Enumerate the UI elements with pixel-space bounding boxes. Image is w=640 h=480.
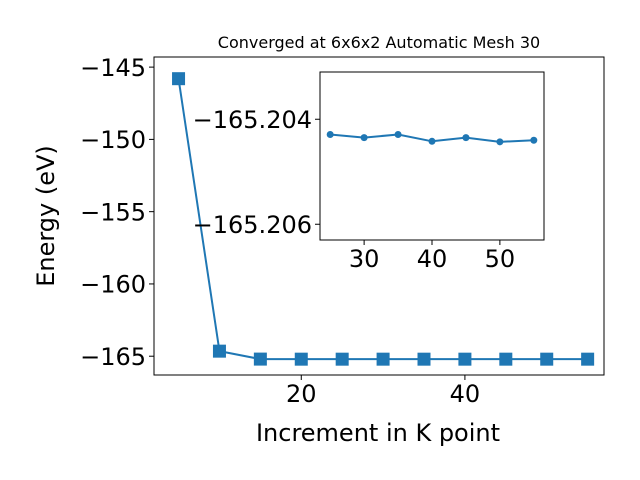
main-data-point: [376, 352, 390, 366]
main-data-point: [172, 72, 186, 86]
main-y-tick-label: −150: [80, 126, 146, 154]
main-x-ticks: 20 40: [286, 375, 480, 408]
main-y-tick-label: −165: [80, 343, 146, 371]
inset-data-point: [428, 137, 436, 145]
main-data-point: [540, 352, 554, 366]
main-data-point: [212, 344, 226, 358]
inset-x-ticks: 30 40 50: [349, 240, 515, 273]
inset-data-point: [530, 136, 538, 144]
inset-data-point: [496, 138, 504, 146]
inset-x-tick-label: 40: [417, 245, 448, 273]
x-axis-label: Increment in K point: [256, 419, 500, 447]
inset-y-tick-label: −165.204: [193, 106, 312, 134]
main-y-ticks: −145 −150 −155 −160 −165: [80, 54, 154, 371]
main-data-point: [417, 352, 431, 366]
main-data-point: [458, 352, 472, 366]
main-data-point: [294, 352, 308, 366]
main-x-tick-label: 40: [450, 380, 481, 408]
main-y-tick-label: −160: [80, 271, 146, 299]
inset-data-point: [326, 130, 334, 138]
chart-title: Converged at 6x6x2 Automatic Mesh 30: [218, 33, 540, 52]
inset-data-point: [462, 134, 470, 142]
main-data-point: [499, 352, 513, 366]
main-y-tick-label: −145: [80, 54, 146, 82]
main-data-point: [581, 352, 595, 366]
inset-y-ticks: −165.206 −165.204: [193, 106, 320, 239]
inset-data-point: [360, 134, 368, 142]
y-axis-label: Energy (eV): [32, 145, 60, 287]
inset-plot-background: [320, 72, 544, 240]
inset-x-tick-label: 30: [349, 245, 380, 273]
main-plot-frame: [153, 56, 605, 376]
inset-plot: 30 40 50 −165.206 −165.204: [193, 71, 545, 273]
inset-x-tick-label: 50: [485, 245, 516, 273]
inset-data-point: [394, 130, 402, 138]
main-data-point: [253, 352, 267, 366]
main-series: [172, 72, 595, 366]
inset-y-tick-label: −165.206: [193, 211, 312, 239]
main-x-tick-label: 20: [286, 380, 317, 408]
inset-series: [326, 130, 538, 146]
main-data-point: [335, 352, 349, 366]
main-y-tick-label: −155: [80, 198, 146, 226]
